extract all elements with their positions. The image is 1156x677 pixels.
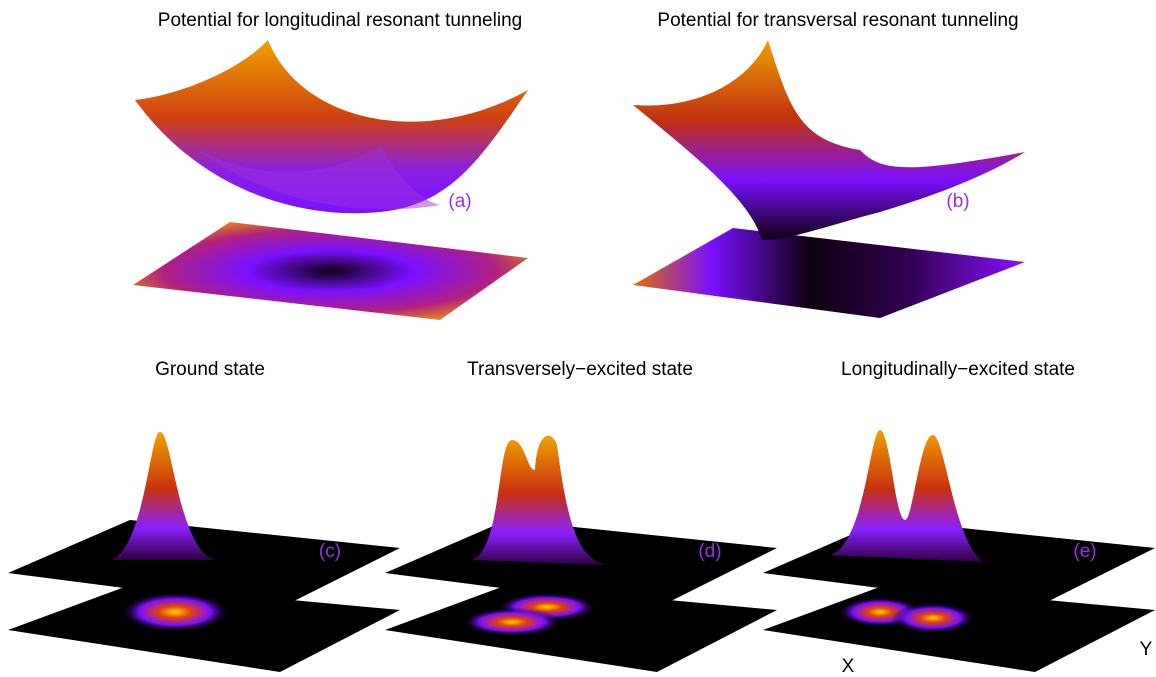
texts: Potential for longitudinal resonant tunn… xyxy=(155,10,1153,677)
panel-c xyxy=(8,431,400,672)
panel-title: Transversely−excited state xyxy=(467,359,693,380)
panel-d xyxy=(385,435,777,672)
panel-title: Potential for transversal resonant tunne… xyxy=(657,10,1018,31)
floor xyxy=(133,222,528,320)
floor xyxy=(633,228,1025,318)
panel-b xyxy=(633,40,1025,318)
surface xyxy=(633,40,1025,240)
axis-label: Y xyxy=(1140,639,1153,660)
panel-title: Potential for longitudinal resonant tunn… xyxy=(158,10,522,31)
panel-title: Longitudinally−excited state xyxy=(841,359,1075,380)
panel-label: (b) xyxy=(946,191,969,212)
panel-label: (c) xyxy=(319,541,341,562)
panel-label: (a) xyxy=(448,191,471,212)
panel-a xyxy=(133,40,528,320)
panel-label: (e) xyxy=(1073,541,1096,562)
axis-label: X xyxy=(842,656,855,677)
panel-label: (d) xyxy=(698,541,721,562)
panel-title: Ground state xyxy=(155,359,265,380)
panel-e xyxy=(763,430,1155,672)
